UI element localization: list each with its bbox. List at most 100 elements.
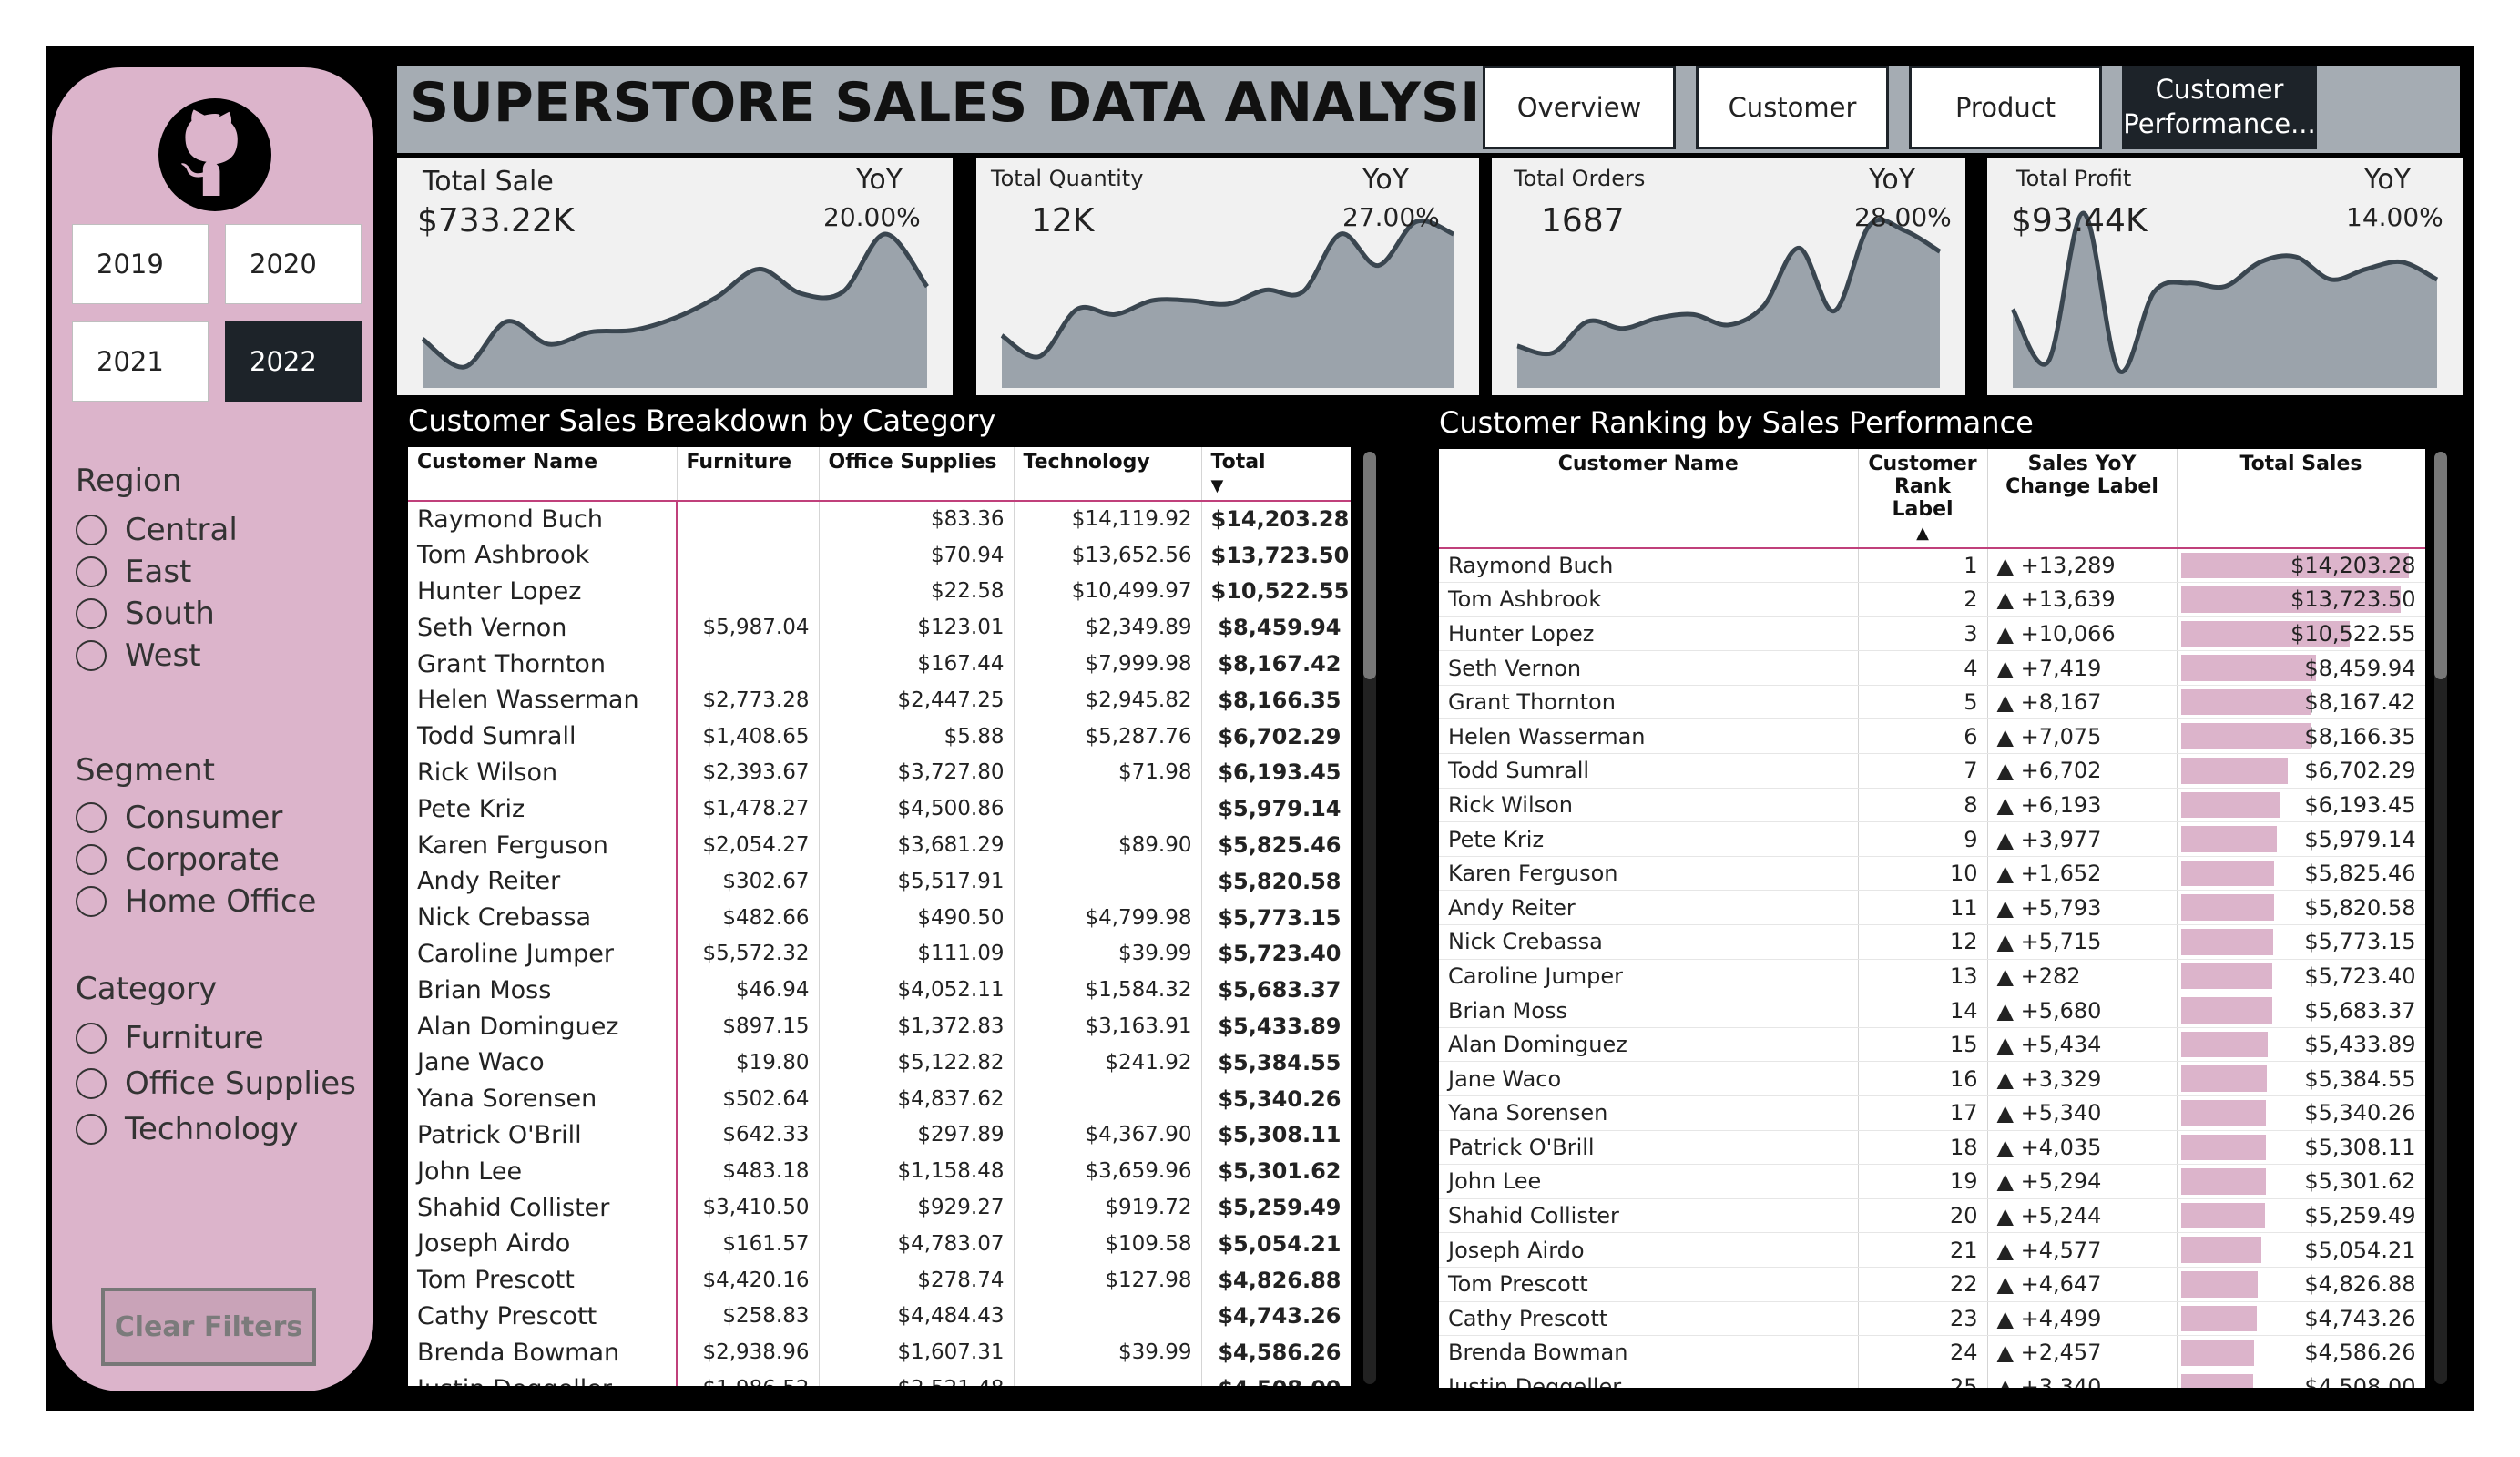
table-row[interactable]: Helen Wasserman 6 ▲ +7,075 $8,166.35 (1439, 718, 2425, 755)
year-button-2022[interactable]: 2022 (225, 321, 362, 402)
table-row[interactable]: Justin Deggeller 25 ▲ +3,340 $4,508.00 (1439, 1370, 2425, 1388)
table-row[interactable]: Seth Vernon 4 ▲ +7,419 $8,459.94 (1439, 650, 2425, 686)
table-row[interactable]: Pete Kriz 9 ▲ +3,977 $5,979.14 (1439, 821, 2425, 857)
table-row[interactable]: Helen Wasserman $2,773.28 $2,447.25 $2,945.… (408, 681, 1351, 718)
cell-value: $2,521.48 (819, 1370, 1015, 1386)
table-row[interactable]: Raymond Buch $83.36 $14,119.92 $14,203.28 (408, 501, 1351, 537)
table-row[interactable]: Grant Thornton $167.44 $7,999.98 $8,167.42 (408, 646, 1351, 682)
table-row[interactable]: Patrick O'Brill 18 ▲ +4,035 $5,308.11 (1439, 1130, 2425, 1166)
cell-customer-name: Joseph Airdo (1439, 1232, 1859, 1268)
region-option-south[interactable]: South (76, 596, 215, 632)
ranking-table-viewport[interactable]: Customer Name Customer Rank Label ▲ Sales… (1439, 449, 2425, 1388)
table-row[interactable]: John Lee 19 ▲ +5,294 $5,301.62 (1439, 1164, 2425, 1199)
table-row[interactable]: Brian Moss $46.94 $4,052.11 $1,584.32 $5,683… (408, 972, 1351, 1009)
region-option-central[interactable]: Central (76, 512, 238, 548)
cell-value: $39.99 (1014, 1334, 1202, 1371)
nav-customer-button[interactable]: Customer (1696, 66, 1889, 149)
col-header-customer-name[interactable]: Customer Name (408, 447, 678, 502)
table-row[interactable]: Brenda Bowman 24 ▲ +2,457 $4,586.26 (1439, 1335, 2425, 1370)
table-row[interactable]: Todd Sumrall $1,408.65 $5.88 $5,287.76 $6,70… (408, 718, 1351, 755)
table-row[interactable]: Yana Sorensen $502.64 $4,837.62 $5,340.26 (408, 1080, 1351, 1117)
table-row[interactable]: Raymond Buch 1 ▲ +13,289 $14,203.28 (1439, 548, 2425, 584)
table-row[interactable]: Seth Vernon $5,987.04 $123.01 $2,349.89 $8,4… (408, 609, 1351, 647)
table-row[interactable]: Karen Ferguson 10 ▲ +1,652 $5,825.46 (1439, 856, 2425, 892)
sales-bar (2180, 1305, 2257, 1332)
table-row[interactable]: Shahid Collister 20 ▲ +5,244 $5,259.49 (1439, 1198, 2425, 1234)
table-row[interactable]: Tom Ashbrook 2 ▲ +13,639 $13,723.50 (1439, 582, 2425, 617)
table-row[interactable]: Alan Dominguez 15 ▲ +5,434 $5,433.89 (1439, 1027, 2425, 1063)
table-row[interactable]: Shahid Collister $3,410.50 $929.27 $919.72 $… (408, 1189, 1351, 1226)
table-row[interactable]: Karen Ferguson $2,054.27 $3,681.29 $89.90 $5… (408, 827, 1351, 863)
cell-rank: 17 (1858, 1095, 1988, 1131)
segment-option-corporate[interactable]: Corporate (76, 841, 280, 878)
nav-customer-performance-button[interactable]: Customer Performance... (2122, 66, 2317, 149)
sales-bar (2180, 688, 2312, 716)
table-row[interactable]: Justin Deggeller$1,986.52$2,521.48 $4,508… (408, 1370, 1351, 1386)
year-button-2020[interactable]: 2020 (225, 224, 362, 304)
category-option-technology[interactable]: Technology (76, 1111, 298, 1147)
col-header-total[interactable]: Total ▼ (1201, 447, 1351, 502)
table-row[interactable]: Jane Waco 16 ▲ +3,329 $5,384.55 (1439, 1061, 2425, 1096)
breakdown-title: Customer Sales Breakdown by Category (408, 403, 996, 438)
segment-option-consumer[interactable]: Consumer (76, 800, 282, 836)
table-row[interactable]: Joseph Airdo $161.57 $4,783.07 $109.58 $5,05… (408, 1225, 1351, 1262)
table-row[interactable]: Hunter Lopez $22.58 $10,499.97 $10,522.55 (408, 573, 1351, 610)
clear-filters-button[interactable]: Clear Filters (101, 1288, 316, 1366)
breakdown-table-viewport[interactable]: Customer Name Furniture Office Supplies … (408, 447, 1351, 1386)
table-row[interactable]: Cathy Prescott 23 ▲ +4,499 $4,743.26 (1439, 1301, 2425, 1337)
table-row[interactable]: Patrick O'Brill $642.33 $297.89 $4,367.90 $5… (408, 1116, 1351, 1154)
cell-yoy-change: ▲ +5,340 (1987, 1095, 2178, 1131)
nav-overview-button[interactable]: Overview (1483, 66, 1676, 149)
ranking-scrollbar[interactable] (2434, 452, 2447, 1384)
table-row[interactable]: Nick Crebassa $482.66 $490.50 $4,799.98 $5,7… (408, 899, 1351, 936)
cell-value: $897.15 (677, 1008, 820, 1044)
table-row[interactable]: Caroline Jumper $5,572.32 $111.09 $39.99 $5,… (408, 935, 1351, 973)
table-row[interactable]: Rick Wilson 8 ▲ +6,193 $6,193.45 (1439, 788, 2425, 823)
scroll-thumb[interactable] (1363, 452, 1376, 679)
cell-total-sales: $8,167.42 (2177, 685, 2425, 720)
table-row[interactable]: Cathy Prescott $258.83 $4,484.43 $4,743.26 (408, 1298, 1351, 1335)
col-header-technology[interactable]: Technology (1014, 447, 1202, 502)
table-row[interactable]: Yana Sorensen 17 ▲ +5,340 $5,340.26 (1439, 1095, 2425, 1131)
table-row[interactable]: Hunter Lopez 3 ▲ +10,066 $10,522.55 (1439, 616, 2425, 652)
col-header-office-supplies[interactable]: Office Supplies (819, 447, 1015, 502)
table-row[interactable]: Jane Waco $19.80 $5,122.82 $241.92 $5,384.55 (408, 1044, 1351, 1081)
table-row[interactable]: John Lee $483.18 $1,158.48 $3,659.96 $5,301.… (408, 1153, 1351, 1190)
col-header-furniture[interactable]: Furniture (677, 447, 820, 502)
cell-customer-name: Seth Vernon (408, 609, 678, 647)
year-button-2019[interactable]: 2019 (72, 224, 209, 304)
table-row[interactable]: Todd Sumrall 7 ▲ +6,702 $6,702.29 (1439, 753, 2425, 789)
table-row[interactable]: Andy Reiter $302.67 $5,517.91 $5,820.58 (408, 862, 1351, 900)
table-row[interactable]: Brenda Bowman $2,938.96 $1,607.31 $39.99 $4,… (408, 1334, 1351, 1371)
cell-total: $5,433.89 (1201, 1008, 1351, 1044)
region-option-east[interactable]: East (76, 554, 191, 590)
table-row[interactable]: Alan Dominguez $897.15 $1,372.83 $3,163.91 $… (408, 1008, 1351, 1044)
table-row[interactable]: Nick Crebassa 12 ▲ +5,715 $5,773.15 (1439, 924, 2425, 960)
table-row[interactable]: Joseph Airdo 21 ▲ +4,577 $5,054.21 (1439, 1232, 2425, 1268)
col-header-customer-name[interactable]: Customer Name (1439, 449, 1859, 549)
ranking-header-row: Customer Name Customer Rank Label ▲ Sales… (1439, 449, 2425, 549)
breakdown-scrollbar[interactable] (1363, 452, 1376, 1384)
table-row[interactable]: Rick Wilson $2,393.67 $3,727.80 $71.98 $6,19… (408, 754, 1351, 791)
col-header-rank[interactable]: Customer Rank Label ▲ (1858, 449, 1988, 549)
table-row[interactable]: Andy Reiter 11 ▲ +5,793 $5,820.58 (1439, 890, 2425, 926)
table-row[interactable]: Tom Ashbrook $70.94 $13,652.56 $13,723.50 (408, 536, 1351, 574)
table-row[interactable]: Brian Moss 14 ▲ +5,680 $5,683.37 (1439, 993, 2425, 1028)
cell-value: $5,517.91 (819, 862, 1015, 900)
segment-option-home-office[interactable]: Home Office (76, 883, 316, 920)
table-row[interactable]: Caroline Jumper 13 ▲ +282 $5,723.40 (1439, 959, 2425, 994)
table-row[interactable]: Pete Kriz $1,478.27 $4,500.86 $5,979.14 (408, 790, 1351, 828)
scroll-thumb[interactable] (2434, 452, 2447, 679)
table-row[interactable]: Tom Prescott $4,420.16 $278.74 $127.98 $4,82… (408, 1261, 1351, 1299)
category-option-furniture[interactable]: Furniture (76, 1020, 264, 1056)
col-header-yoy[interactable]: Sales YoY Change Label (1987, 449, 2178, 549)
nav-product-button[interactable]: Product (1909, 66, 2102, 149)
col-header-total-sales[interactable]: Total Sales (2177, 449, 2425, 549)
sparkline-area (423, 234, 927, 388)
table-row[interactable]: Grant Thornton 5 ▲ +8,167 $8,167.42 (1439, 685, 2425, 720)
region-option-west[interactable]: West (76, 637, 201, 674)
category-option-office-supplies[interactable]: Office Supplies (76, 1065, 356, 1102)
cell-customer-name: Andy Reiter (408, 862, 678, 900)
year-button-2021[interactable]: 2021 (72, 321, 209, 402)
table-row[interactable]: Tom Prescott 22 ▲ +4,647 $4,826.88 (1439, 1267, 2425, 1302)
